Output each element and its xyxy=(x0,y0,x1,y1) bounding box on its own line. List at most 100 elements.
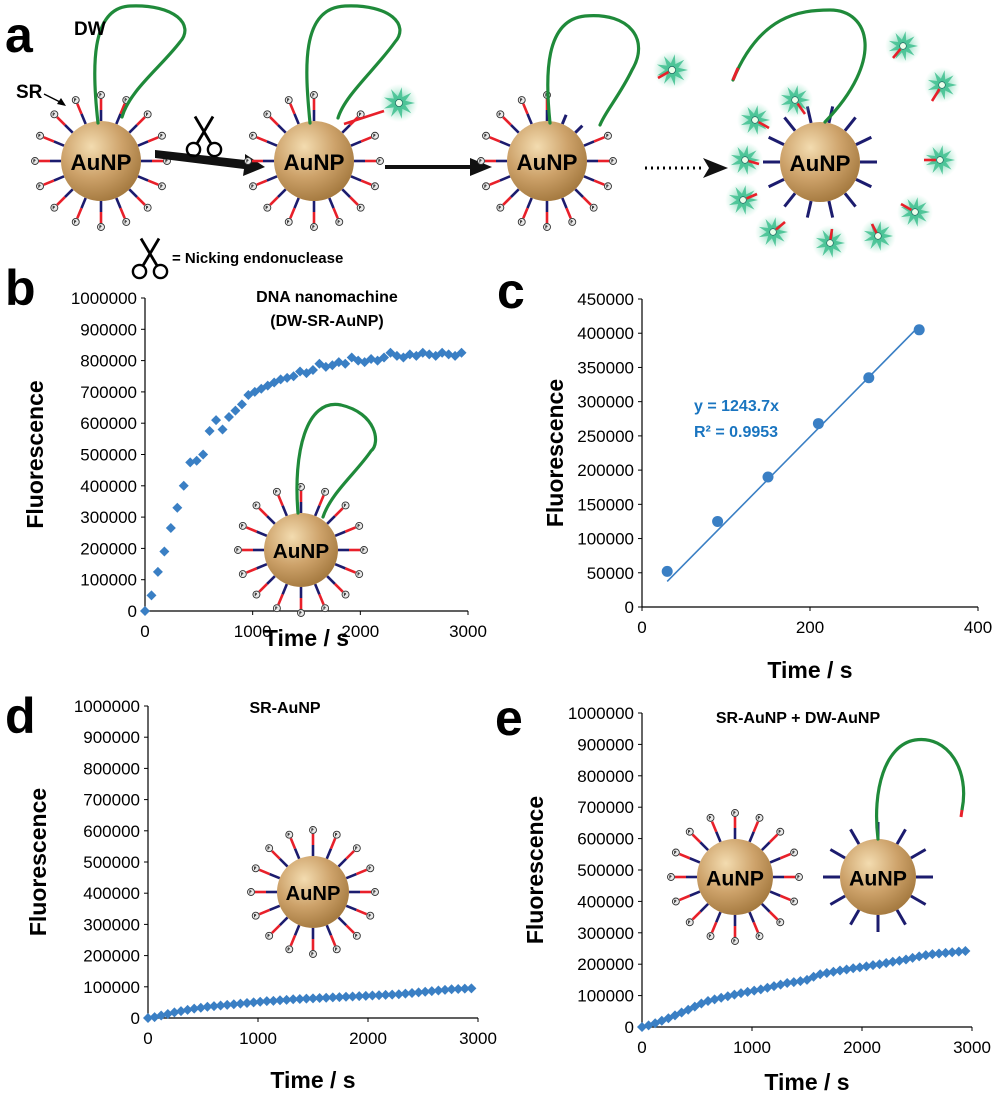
substrate-strand xyxy=(293,113,300,125)
data-point xyxy=(314,993,325,1004)
x-tick-label: 3000 xyxy=(459,1029,497,1048)
sr-pointer-arrow-head xyxy=(57,98,66,106)
released-fragment xyxy=(892,48,902,59)
particle-label: AuNP xyxy=(71,150,132,175)
substrate-strand xyxy=(502,196,512,206)
gold-sphere xyxy=(780,122,860,202)
panel-letter-b: b xyxy=(5,260,36,316)
data-point xyxy=(156,1010,167,1021)
cleaved-strand xyxy=(895,828,907,845)
substrate-strand xyxy=(136,116,146,126)
data-point xyxy=(236,399,247,410)
substrate-strand xyxy=(271,850,281,860)
y-tick-label: 200000 xyxy=(83,947,140,966)
substrate-strand xyxy=(561,197,568,209)
substrate-strand xyxy=(147,179,159,186)
substrate-strand xyxy=(760,841,771,852)
fluorophore-icon xyxy=(885,28,921,64)
substrate-strand xyxy=(269,872,281,880)
substrate-strand xyxy=(752,921,760,933)
substrate-strand xyxy=(760,902,771,913)
data-point xyxy=(782,978,793,989)
y-tick-label: 0 xyxy=(131,1009,140,1028)
data-point xyxy=(360,990,371,1001)
data-point xyxy=(176,1006,186,1017)
data-point xyxy=(387,989,398,1000)
quencher-icon xyxy=(332,830,341,839)
substrate-strand xyxy=(269,904,281,912)
data-point xyxy=(788,977,799,988)
substrate-strand xyxy=(266,175,278,182)
r-squared: R² = 0.9953 xyxy=(694,424,778,441)
data-point xyxy=(446,984,457,995)
data-point xyxy=(722,991,733,1002)
substrate-strand xyxy=(281,583,289,595)
panel-letter-e: e xyxy=(495,690,523,746)
quencher-icon xyxy=(371,182,379,191)
substrate-strand xyxy=(355,868,368,876)
substrate-strand xyxy=(350,140,362,147)
data-point xyxy=(191,455,202,466)
substrate-strand xyxy=(293,924,301,936)
gold-sphere xyxy=(264,513,338,587)
substrate-strand xyxy=(350,175,362,182)
cleaved-strand xyxy=(910,848,927,860)
cleaved-strand xyxy=(843,192,857,208)
data-point xyxy=(920,950,931,961)
quencher-icon xyxy=(251,911,260,920)
particle-label: AuNP xyxy=(849,866,907,890)
data-point xyxy=(308,993,318,1004)
fluorophore-icon xyxy=(924,67,960,103)
substrate-strand xyxy=(489,179,501,186)
quencher-icon xyxy=(685,918,694,927)
substrate-strand xyxy=(329,837,337,850)
substrate-strand xyxy=(699,902,710,913)
quencher-icon xyxy=(352,844,361,853)
substrate-strand xyxy=(258,908,271,916)
quencher-icon xyxy=(496,110,505,119)
quencher-icon xyxy=(776,918,785,927)
quencher-icon xyxy=(731,937,739,945)
substrate-strand xyxy=(256,179,268,186)
substrate-strand xyxy=(715,911,722,923)
quencher-icon xyxy=(568,218,577,226)
quencher-icon xyxy=(482,182,490,191)
quencher-icon xyxy=(352,931,361,940)
substrate-strand xyxy=(593,179,605,186)
y-tick-label: 300000 xyxy=(83,915,140,934)
y-tick-label: 500000 xyxy=(577,861,634,880)
data-point xyxy=(242,998,252,1009)
data-point xyxy=(189,1003,200,1014)
quencher-icon xyxy=(265,931,274,940)
substrate-strand xyxy=(345,850,355,860)
walker-end xyxy=(959,809,964,818)
x-tick-label: 200 xyxy=(796,618,824,637)
cleaved-strand xyxy=(560,114,568,125)
y-tick-label: 900000 xyxy=(577,735,634,754)
y-tick-label: 800000 xyxy=(577,767,634,786)
substrate-strand xyxy=(779,852,791,860)
quencher-icon xyxy=(234,546,242,554)
data-point xyxy=(327,992,338,1003)
fluorophore-icon xyxy=(737,102,773,138)
substrate-strand xyxy=(64,188,74,198)
y-axis-label: Fluorescence xyxy=(542,379,568,527)
quencher-icon xyxy=(249,182,257,191)
cleaved-strand xyxy=(783,192,797,208)
substrate-strand xyxy=(256,136,268,143)
panel-letter-a: a xyxy=(5,7,34,63)
quencher-icon xyxy=(341,590,350,599)
data-point xyxy=(894,955,905,966)
quencher-icon xyxy=(50,203,59,212)
substrate-strand xyxy=(583,140,595,147)
data-point xyxy=(341,991,351,1002)
data-point xyxy=(940,947,951,958)
data-point xyxy=(953,946,964,957)
quencher-icon xyxy=(671,897,680,906)
fluorophore-icon xyxy=(777,82,813,118)
substrate-strand xyxy=(256,562,268,570)
data-point xyxy=(433,985,444,996)
data-point xyxy=(340,358,351,369)
y-tick-label: 400000 xyxy=(577,324,634,343)
fluorophore-icon xyxy=(725,182,761,218)
